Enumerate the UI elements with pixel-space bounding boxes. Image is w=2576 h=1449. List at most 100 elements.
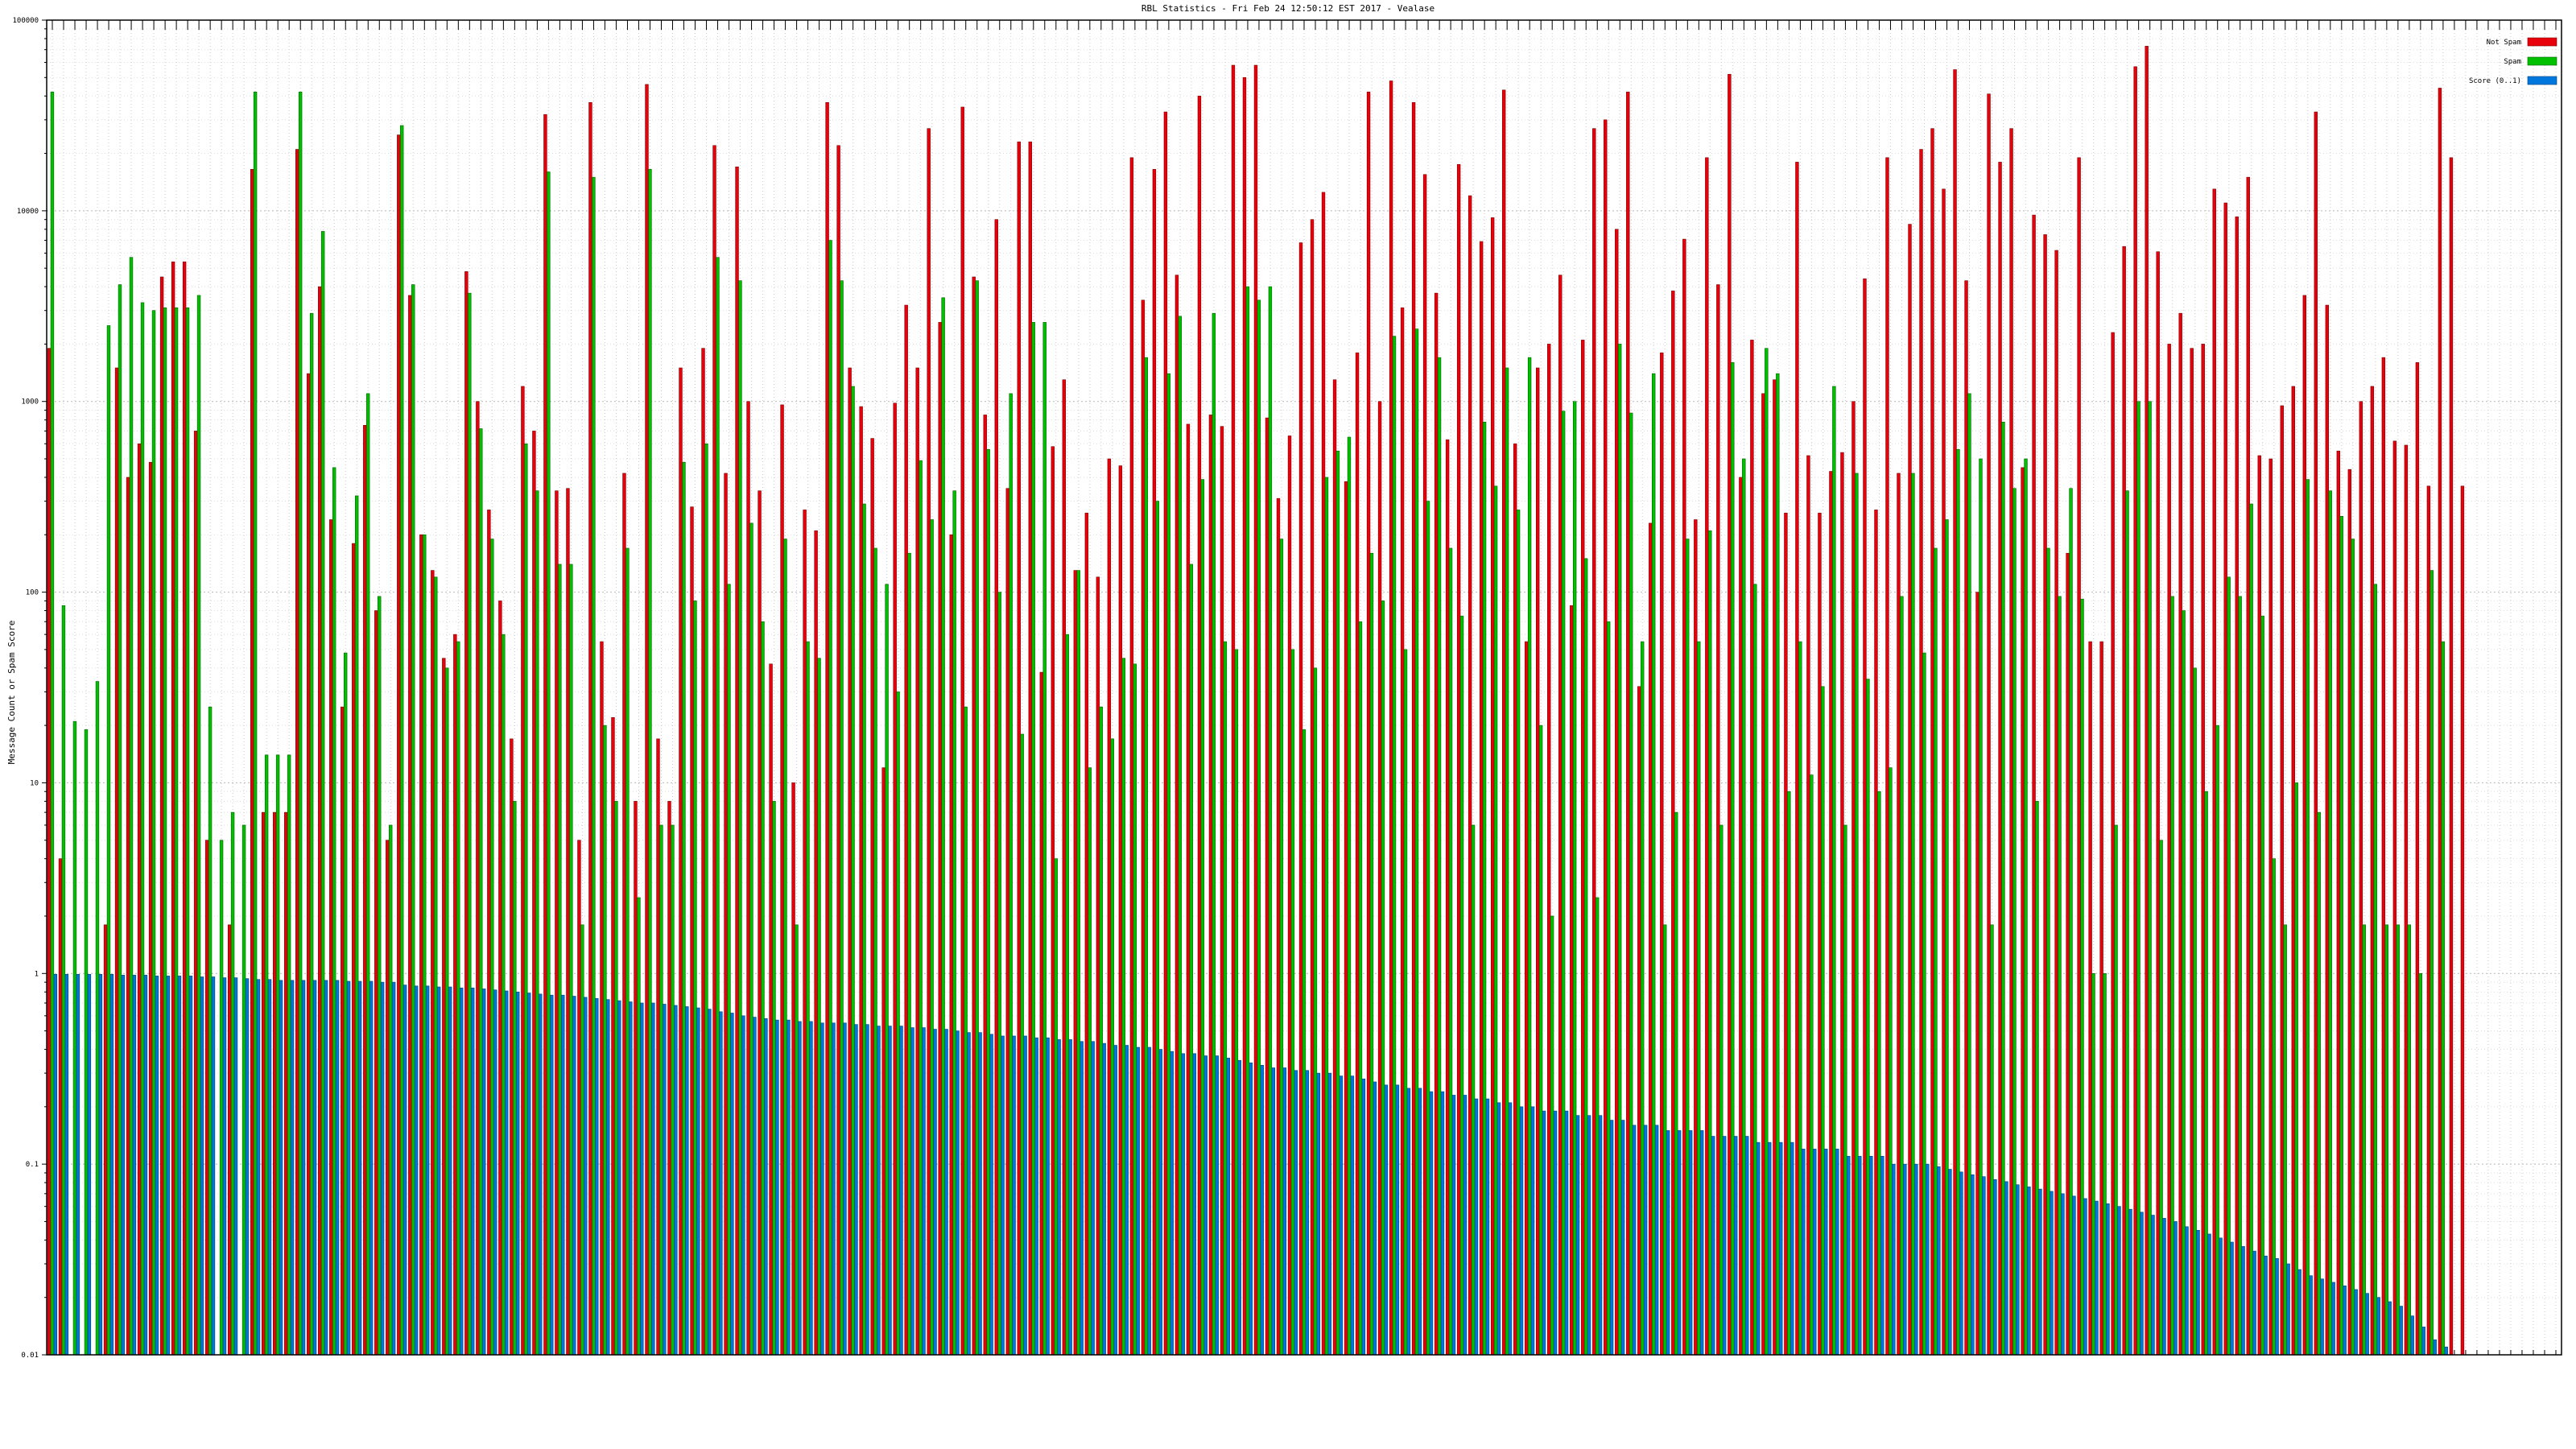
y-axis-label: Message Count or Spam Score xyxy=(6,621,17,765)
bar-not-spam xyxy=(848,367,852,1356)
bar-spam xyxy=(400,125,404,1356)
bar-score xyxy=(685,1006,689,1356)
bar-spam xyxy=(1810,774,1814,1356)
bar-spam xyxy=(2035,801,2039,1356)
bar-score xyxy=(1519,1106,1524,1356)
bar-score xyxy=(1587,1115,1591,1356)
bar-spam xyxy=(1144,357,1148,1356)
bar-spam xyxy=(140,302,145,1356)
bar-not-spam xyxy=(1422,174,1427,1356)
bar-score xyxy=(978,1032,982,1356)
bar-spam xyxy=(1471,824,1476,1356)
bar-spam xyxy=(1572,401,1577,1356)
bar-spam xyxy=(1054,858,1058,1356)
bar-not-spam xyxy=(1005,488,1009,1356)
bar-score xyxy=(539,993,543,1356)
bar-not-spam xyxy=(1287,436,1292,1356)
bar-score xyxy=(1666,1130,1670,1356)
bar-spam xyxy=(806,641,810,1356)
bar-not-spam xyxy=(769,663,773,1356)
bar-not-spam xyxy=(791,782,795,1356)
bar-not-spam xyxy=(836,145,840,1356)
bar-spam xyxy=(749,522,753,1356)
bar-score xyxy=(696,1007,700,1356)
bar-not-spam xyxy=(2122,246,2126,1356)
bar-not-spam xyxy=(1919,149,1923,1356)
bar-spam xyxy=(1538,724,1543,1356)
bar-spam xyxy=(1787,791,1791,1356)
bar-not-spam xyxy=(1129,157,1134,1356)
bar-not-spam xyxy=(227,924,232,1356)
bar-not-spam xyxy=(329,519,333,1356)
bar-score xyxy=(1057,1039,1061,1356)
bar-not-spam xyxy=(1885,157,1889,1356)
bar-not-spam xyxy=(1276,497,1281,1356)
bar-not-spam xyxy=(114,367,119,1356)
bar-not-spam xyxy=(1344,481,1348,1356)
bar-score xyxy=(764,1018,768,1356)
bar-score xyxy=(854,1024,858,1356)
bar-not-spam xyxy=(431,570,435,1356)
bar-score xyxy=(1170,1051,1174,1356)
bar-not-spam xyxy=(159,276,164,1356)
bar-spam xyxy=(1088,767,1092,1356)
bar-score xyxy=(1609,1120,1614,1356)
bar-not-spam xyxy=(1445,439,1450,1356)
bar-score xyxy=(910,1027,914,1356)
bar-spam xyxy=(1606,621,1611,1356)
bar-spam xyxy=(2373,584,2377,1356)
bar-score xyxy=(1959,1171,1963,1356)
bar-score xyxy=(301,980,306,1356)
bar-score xyxy=(64,974,69,1356)
bar-spam xyxy=(1042,322,1046,1356)
bar-spam xyxy=(2407,924,2412,1356)
bar-spam xyxy=(1200,479,1205,1356)
bar-spam xyxy=(1911,473,1915,1356)
bar-score xyxy=(1722,1136,1727,1356)
bar-score xyxy=(1688,1130,1693,1356)
bar-spam xyxy=(309,312,314,1356)
bar-spam xyxy=(2272,858,2276,1356)
bar-spam xyxy=(1459,615,1464,1356)
bar-spam xyxy=(163,308,167,1356)
bar-score xyxy=(324,980,328,1356)
bar-score xyxy=(2286,1263,2290,1356)
bar-spam xyxy=(941,297,945,1356)
bar-not-spam xyxy=(1660,352,1664,1356)
bar-spam xyxy=(795,924,799,1356)
y-tick-label: 0.1 xyxy=(26,1161,39,1169)
bar-score xyxy=(2388,1301,2392,1356)
bar-score xyxy=(922,1027,926,1356)
legend-not-spam-label: Not Spam xyxy=(2487,39,2521,47)
bar-spam xyxy=(2418,972,2423,1356)
bar-spam xyxy=(997,592,1001,1356)
bar-not-spam xyxy=(2201,344,2205,1356)
bar-spam xyxy=(1493,485,1498,1356)
bar-spam xyxy=(1753,584,1757,1356)
y-tick-label: 100 xyxy=(26,589,39,597)
bars-layer xyxy=(47,46,2465,1356)
bar-spam xyxy=(2306,479,2310,1356)
bar-not-spam xyxy=(893,402,897,1356)
bar-not-spam xyxy=(1186,423,1191,1356)
bar-spam xyxy=(2080,598,2084,1356)
bar-not-spam xyxy=(1570,605,1574,1356)
bar-spam xyxy=(1392,336,1397,1356)
bar-not-spam xyxy=(2336,450,2341,1356)
bar-not-spam xyxy=(1501,89,1506,1356)
bar-not-spam xyxy=(859,406,863,1356)
bar-score xyxy=(1858,1156,1862,1356)
bar-not-spam xyxy=(1615,229,1619,1356)
bar-not-spam xyxy=(386,840,390,1356)
bar-not-spam xyxy=(47,348,52,1356)
bar-spam xyxy=(840,280,844,1356)
bar-spam xyxy=(2429,570,2434,1356)
bar-not-spam xyxy=(735,166,739,1356)
bar-spam xyxy=(1832,386,1836,1356)
bar-score xyxy=(1485,1098,1490,1356)
bar-spam xyxy=(2069,488,2073,1356)
bar-spam xyxy=(2317,811,2321,1356)
bar-spam xyxy=(2114,824,2118,1356)
bar-score xyxy=(550,994,554,1356)
bar-score xyxy=(1892,1163,1896,1356)
